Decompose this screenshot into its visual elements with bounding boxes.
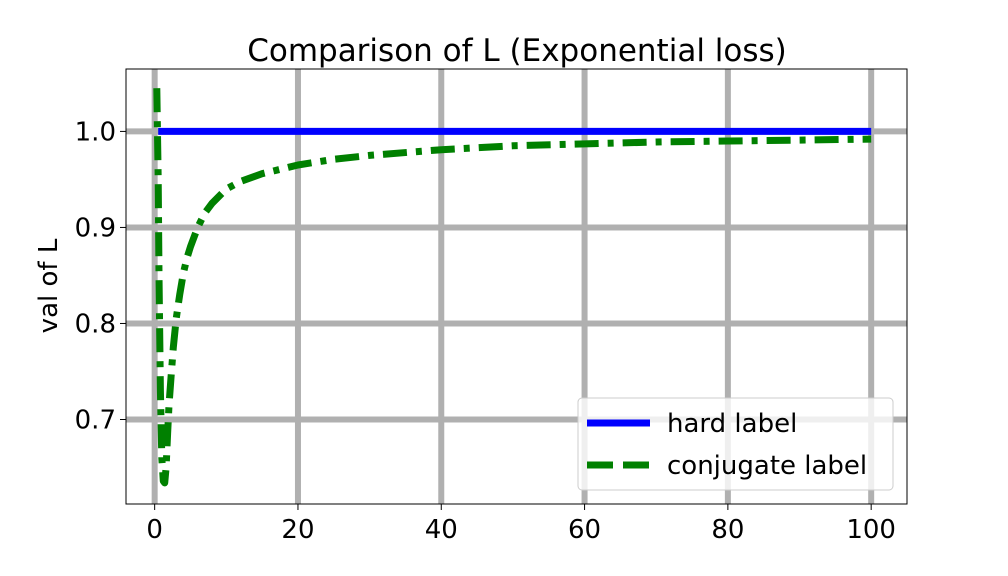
y-tick-label: 0.9 <box>75 213 116 243</box>
legend-box <box>577 397 894 491</box>
x-tick-label: 40 <box>425 515 458 545</box>
legend-label: conjugate label <box>667 451 867 481</box>
series-line-1 <box>153 88 872 487</box>
x-axis-ticks: 0 20 40 60 80 100 <box>146 504 896 545</box>
series-lines <box>153 88 872 487</box>
x-tick-label: 80 <box>711 515 744 545</box>
chart-title: Comparison of L (Exponential loss) <box>247 33 787 69</box>
x-tick-label: 100 <box>846 515 896 545</box>
x-tick-label: 0 <box>146 515 163 545</box>
y-tick-label: 0.7 <box>75 405 116 435</box>
y-axis-label: val of L <box>34 238 64 333</box>
y-axis-ticks: 0.7 0.8 0.9 1.0 <box>75 117 126 435</box>
y-tick-label: 1.0 <box>75 117 116 147</box>
x-tick-label: 60 <box>568 515 601 545</box>
legend-label: hard label <box>667 409 797 439</box>
x-tick-label: 20 <box>281 515 314 545</box>
y-tick-label: 0.8 <box>75 309 116 339</box>
legend: hard label conjugate label <box>577 397 894 491</box>
plot-frame <box>125 68 908 505</box>
